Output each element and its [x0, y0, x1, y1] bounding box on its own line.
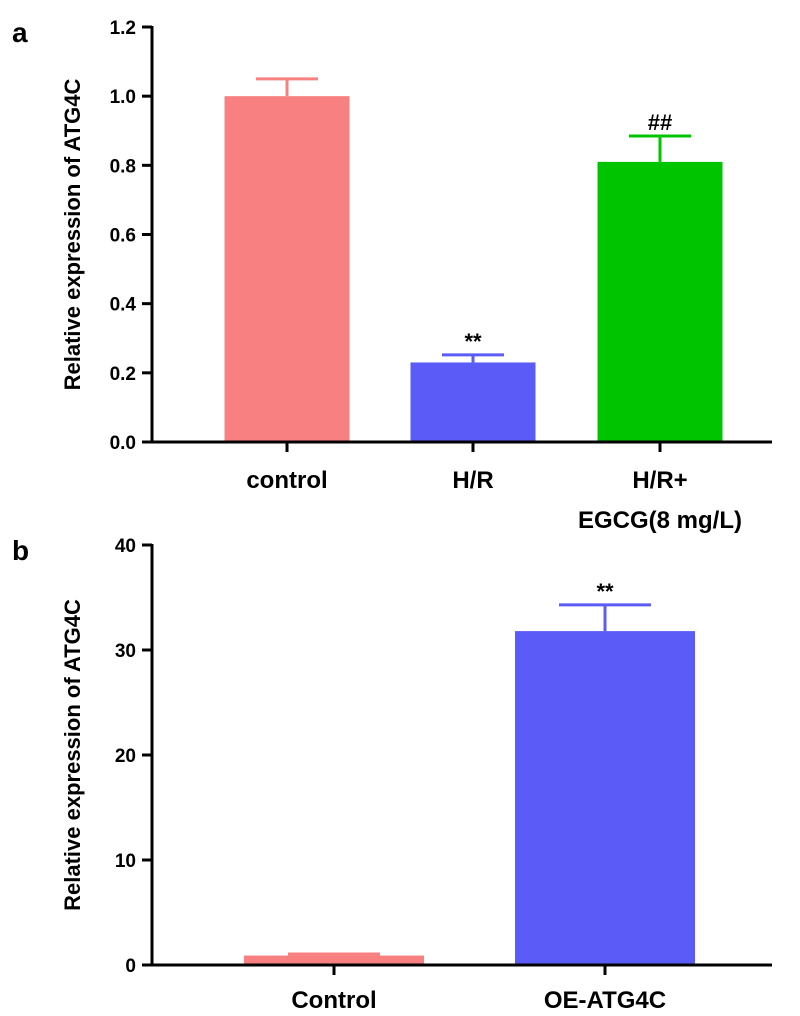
y-tick-label: 0.8 — [110, 156, 136, 177]
y-axis-label: Relative expression of ATG4C — [60, 599, 85, 911]
significance-marker: ** — [464, 329, 482, 354]
y-tick-label: 1.2 — [110, 18, 136, 39]
y-tick-label: 0.4 — [110, 295, 137, 316]
bar — [244, 955, 424, 965]
x-category-label: H/R — [452, 467, 493, 494]
panel-a-bar-chart: a Relative expression of ATG4C control ** H/… — [12, 17, 772, 534]
bar — [515, 631, 695, 965]
y-tick-label: 1.0 — [110, 87, 136, 108]
bar — [224, 96, 350, 443]
x-category-label: H/R+ — [632, 467, 687, 494]
y-axis-label: Relative expression of ATG4C — [60, 79, 85, 391]
x-category-label: EGCG(8 mg/L) — [578, 507, 742, 534]
significance-marker: ## — [648, 110, 672, 135]
bar — [410, 362, 536, 442]
y-tick-label: 20 — [115, 746, 136, 767]
x-category-label: control — [246, 467, 327, 494]
panel-label: b — [12, 535, 29, 566]
bar — [597, 161, 723, 442]
y-tick-label: 30 — [115, 641, 136, 662]
x-category-label: OE-ATG4C — [544, 987, 666, 1014]
significance-marker: ** — [596, 579, 614, 604]
panel-b-bar-chart: b Relative expression of ATG4C Control ** OE… — [12, 535, 772, 1014]
y-tick-label: 0.0 — [110, 433, 136, 454]
panel-label: a — [12, 17, 28, 48]
y-tick-label: 40 — [115, 536, 136, 557]
y-tick-label: 0 — [125, 956, 136, 977]
y-tick-label: 0.2 — [110, 364, 136, 385]
y-tick-label: 0.6 — [110, 226, 136, 247]
x-category-label: Control — [291, 987, 376, 1014]
y-tick-label: 10 — [115, 851, 136, 872]
